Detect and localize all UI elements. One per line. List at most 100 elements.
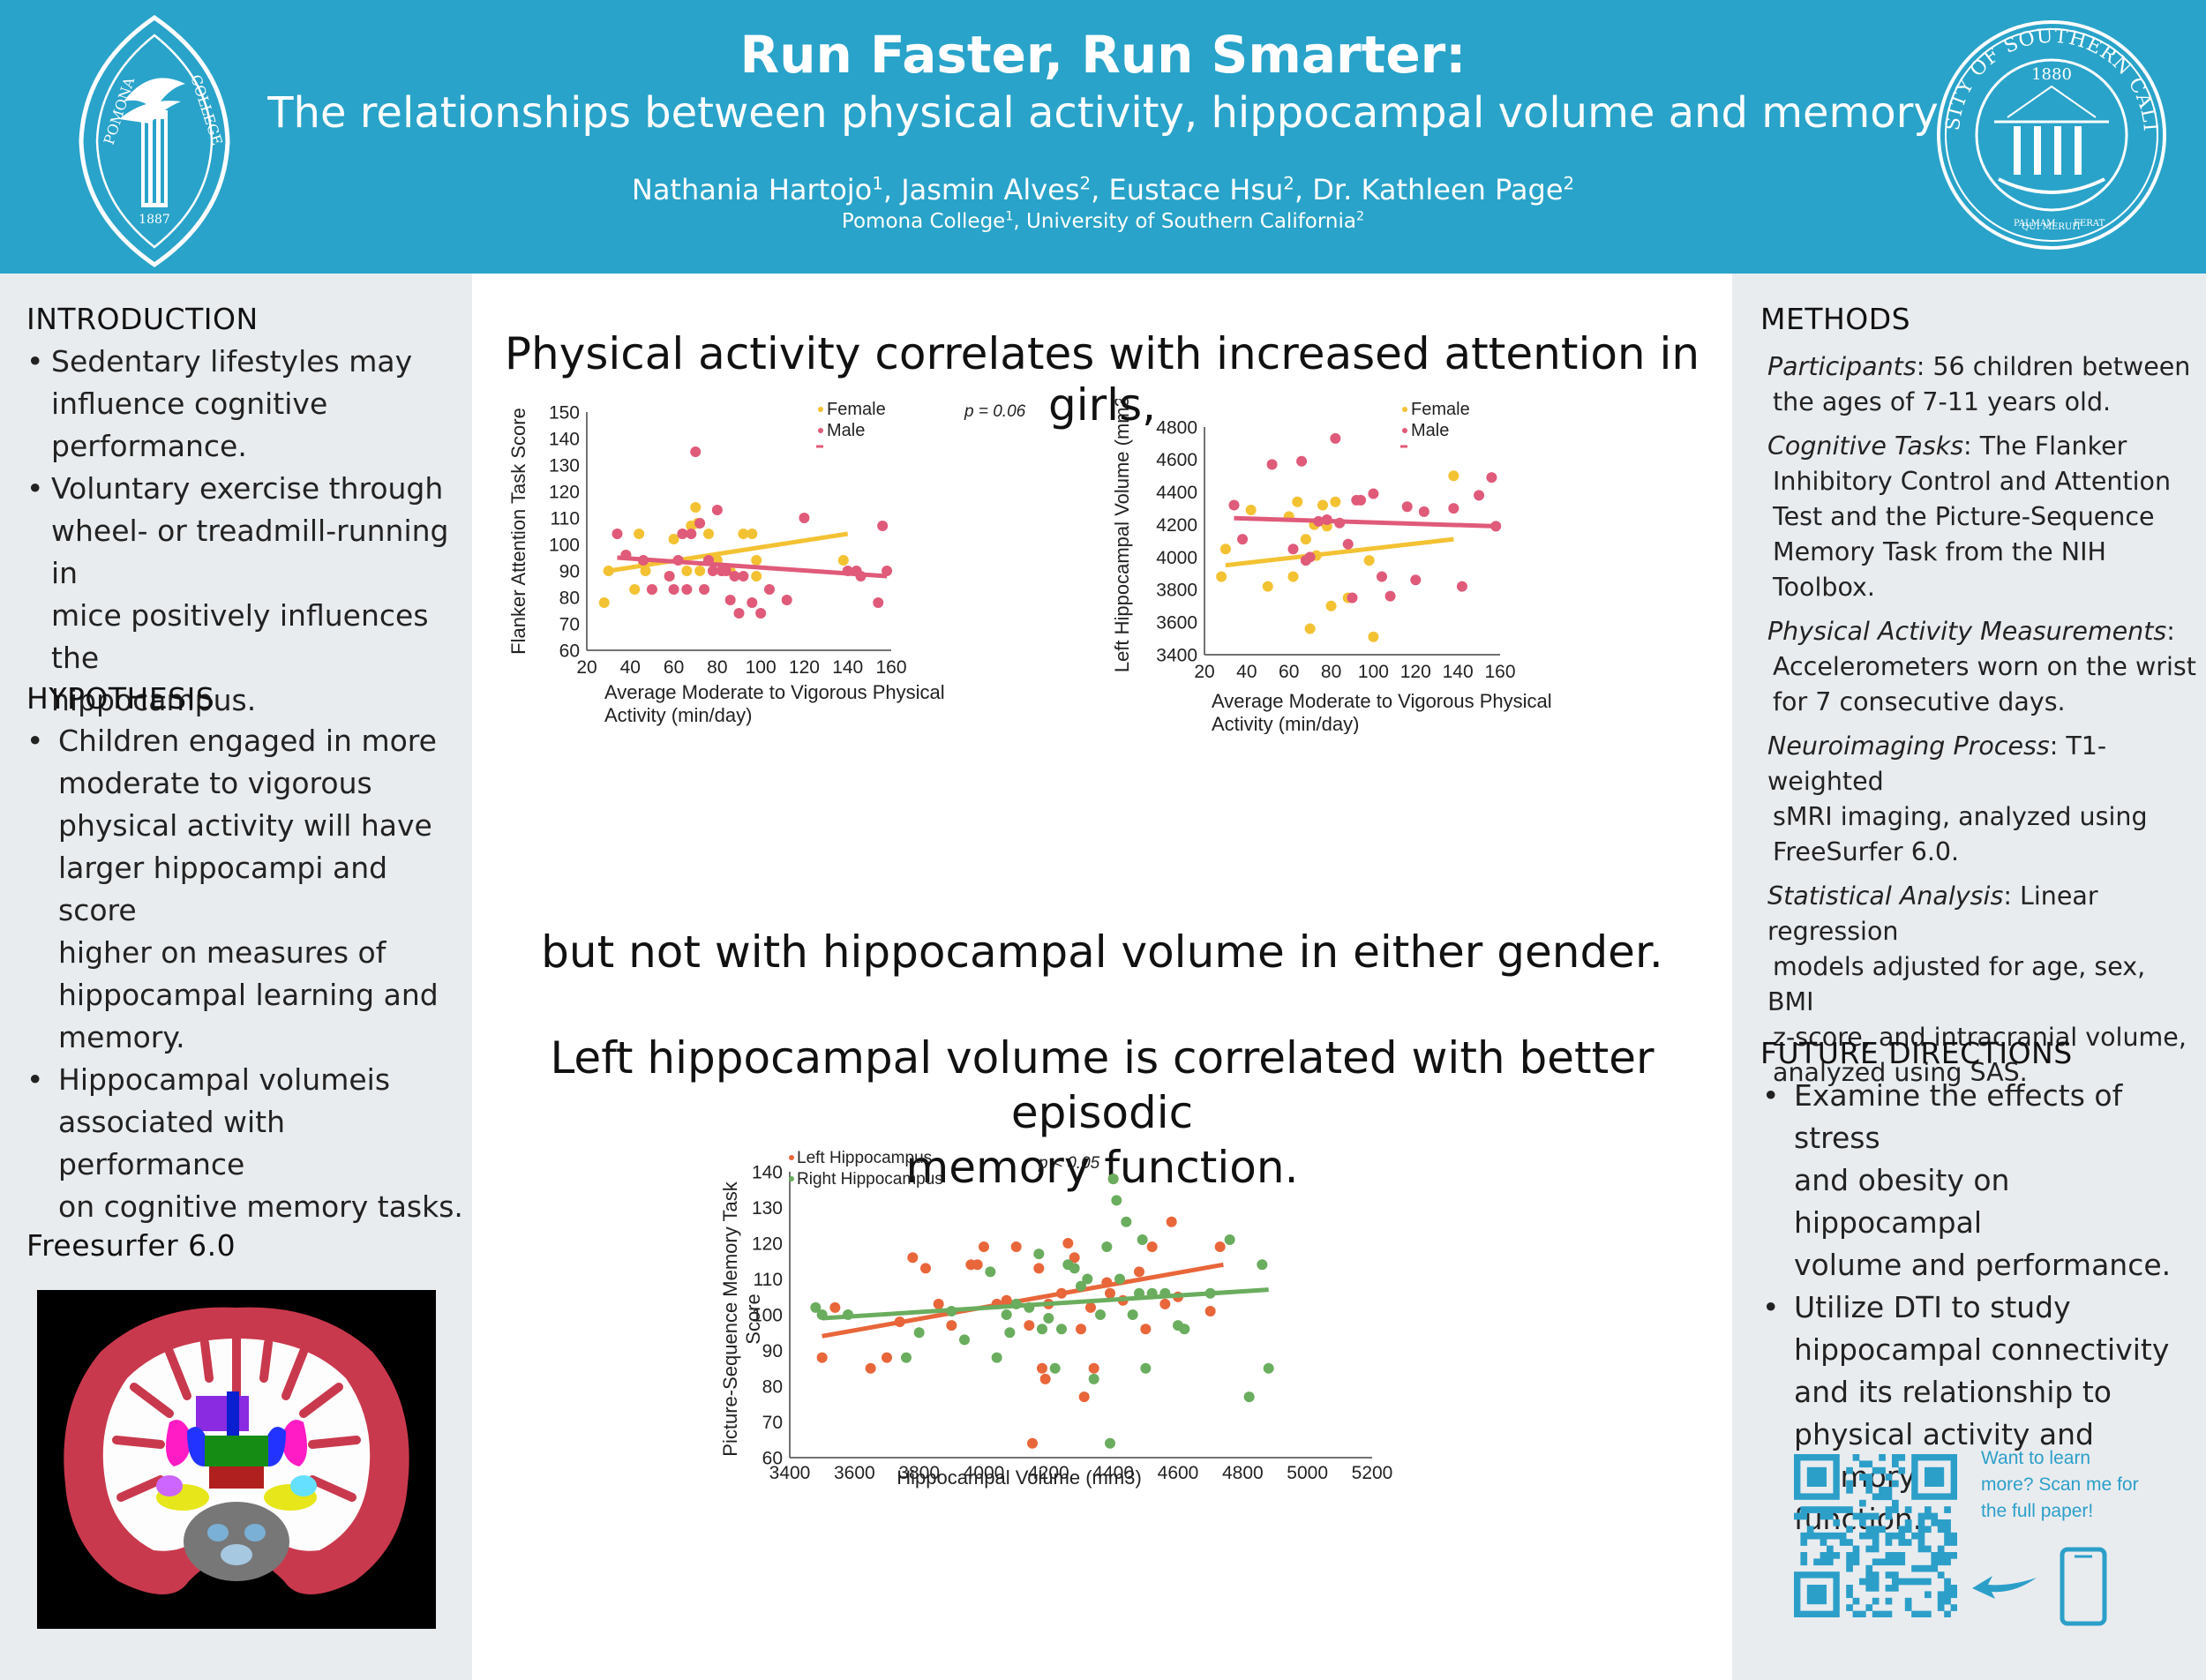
y-axis-label: Picture-Sequence Memory Task bbox=[719, 1181, 741, 1456]
data-point bbox=[703, 529, 714, 539]
x-tick-label: 20 bbox=[1194, 662, 1214, 682]
data-point bbox=[1037, 1324, 1047, 1335]
data-point bbox=[1179, 1324, 1190, 1335]
legend-marker bbox=[789, 1176, 794, 1181]
qr-module bbox=[1865, 1474, 1873, 1481]
chart-legend: Left Hippocampus Right Hippocampus bbox=[789, 1149, 943, 1189]
data-point bbox=[1304, 623, 1316, 634]
y-tick-label: 60 bbox=[559, 641, 580, 661]
data-point bbox=[668, 584, 679, 595]
qr-module bbox=[1898, 1454, 1906, 1461]
data-point bbox=[751, 555, 762, 566]
qr-code[interactable] bbox=[1794, 1454, 1957, 1617]
data-point bbox=[1219, 544, 1231, 555]
data-point bbox=[979, 1241, 989, 1253]
data-point bbox=[677, 529, 688, 539]
right-column: METHODS Participants: 56 children betwee… bbox=[1732, 274, 2206, 1680]
data-point bbox=[1159, 1298, 1171, 1309]
qr-module bbox=[1800, 1532, 1808, 1540]
hypothesis-heading: HYPOTHESIS bbox=[26, 681, 215, 716]
qr-module bbox=[1813, 1558, 1820, 1566]
y-axis-label: Score bbox=[742, 1294, 764, 1344]
qr-module bbox=[1898, 1552, 1906, 1559]
qr-module bbox=[1911, 1532, 1918, 1540]
x-axis-label: Average Moderate to Vigorous Physical bbox=[604, 681, 945, 703]
trend-line bbox=[822, 1262, 1224, 1339]
data-point bbox=[985, 1266, 996, 1278]
qr-module bbox=[1898, 1558, 1906, 1566]
x-axis-label: Average Moderate to Vigorous Physical bbox=[1212, 690, 1552, 712]
qr-module bbox=[1885, 1597, 1893, 1605]
qr-module bbox=[1872, 1532, 1880, 1540]
data-point bbox=[1474, 490, 1485, 501]
data-point bbox=[1330, 496, 1341, 507]
y-tick-label: 70 bbox=[559, 614, 580, 634]
qr-module bbox=[1859, 1578, 1866, 1586]
freesurfer-label: Freesurfer 6.0 bbox=[26, 1228, 236, 1263]
data-point bbox=[1266, 459, 1278, 470]
qr-module bbox=[1944, 1526, 1951, 1534]
y-tick-label: 100 bbox=[549, 535, 580, 555]
qr-finder bbox=[1925, 1466, 1945, 1487]
y-tick-label: 90 bbox=[559, 561, 580, 581]
trend-line bbox=[617, 555, 888, 579]
svg-text:QUI MERUIT: QUI MERUIT bbox=[2022, 222, 2082, 232]
data-point bbox=[1287, 571, 1299, 582]
flanker-vs-activity-chart: 20 40 60 80 100 120 140 160 60 70 80 90 100 110 120 130… bbox=[507, 400, 1026, 726]
methods-item: Cognitive Tasks: The Flanker Inhibitory C… bbox=[1767, 431, 2172, 602]
qr-module bbox=[1800, 1539, 1808, 1546]
qr-module bbox=[1852, 1552, 1860, 1559]
methods-item: Participants: 56 children between the age… bbox=[1767, 352, 2191, 416]
data-point bbox=[699, 584, 710, 595]
usc-seal-logo: UNIVERSITY OF SOUTHERN CALIFORNIA 1880 P… bbox=[1932, 16, 2166, 250]
qr-module bbox=[1879, 1493, 1886, 1501]
data-point bbox=[690, 446, 702, 457]
data-point bbox=[1410, 574, 1422, 586]
data-point bbox=[1243, 1391, 1255, 1403]
trend-line bbox=[608, 531, 849, 574]
qr-module bbox=[1931, 1519, 1939, 1526]
data-point bbox=[882, 566, 893, 576]
qr-module bbox=[1925, 1506, 1932, 1513]
data-point bbox=[1486, 472, 1497, 484]
x-tick-label: 100 bbox=[746, 657, 777, 678]
qr-module bbox=[1937, 1571, 1945, 1579]
qr-module bbox=[1950, 1591, 1957, 1599]
data-point bbox=[829, 1301, 841, 1313]
qr-module bbox=[1827, 1506, 1834, 1513]
y-tick-label: 4800 bbox=[1156, 417, 1197, 438]
qr-module bbox=[1885, 1487, 1893, 1494]
y-axis-label: Flanker Attention Task Score bbox=[507, 408, 529, 655]
legend-entry: Female bbox=[1411, 400, 1470, 419]
qr-module bbox=[1892, 1558, 1899, 1566]
data-point bbox=[1292, 496, 1303, 507]
qr-module bbox=[1925, 1591, 1932, 1599]
x-tick-label: 4800 bbox=[1222, 1463, 1264, 1483]
qr-module bbox=[1865, 1564, 1873, 1572]
qr-module bbox=[1931, 1558, 1939, 1566]
x-tick-label: 3600 bbox=[834, 1463, 875, 1483]
data-point bbox=[640, 566, 651, 576]
poster-header: 1887 POMONA COLLEGE Run Faster, Run Smar… bbox=[0, 0, 2206, 274]
brain-mri-image bbox=[37, 1290, 436, 1629]
y-tick-label: 4000 bbox=[1156, 548, 1197, 568]
qr-module bbox=[1806, 1506, 1814, 1513]
qr-module bbox=[1872, 1526, 1880, 1534]
data-point bbox=[738, 571, 749, 581]
qr-module bbox=[1800, 1506, 1808, 1513]
qr-module bbox=[1865, 1512, 1873, 1520]
qr-module bbox=[1925, 1564, 1932, 1572]
qr-module bbox=[1937, 1552, 1945, 1559]
qr-module bbox=[1898, 1466, 1906, 1474]
data-point bbox=[1114, 1273, 1125, 1285]
data-point bbox=[1082, 1273, 1093, 1285]
y-tick-label: 120 bbox=[752, 1234, 783, 1254]
qr-module bbox=[1892, 1506, 1899, 1513]
data-point bbox=[1076, 1324, 1086, 1335]
qr-module bbox=[1865, 1571, 1873, 1579]
qr-module bbox=[1827, 1545, 1834, 1553]
qr-module bbox=[1944, 1610, 1951, 1617]
data-point bbox=[634, 529, 645, 539]
qr-module bbox=[1865, 1545, 1873, 1553]
